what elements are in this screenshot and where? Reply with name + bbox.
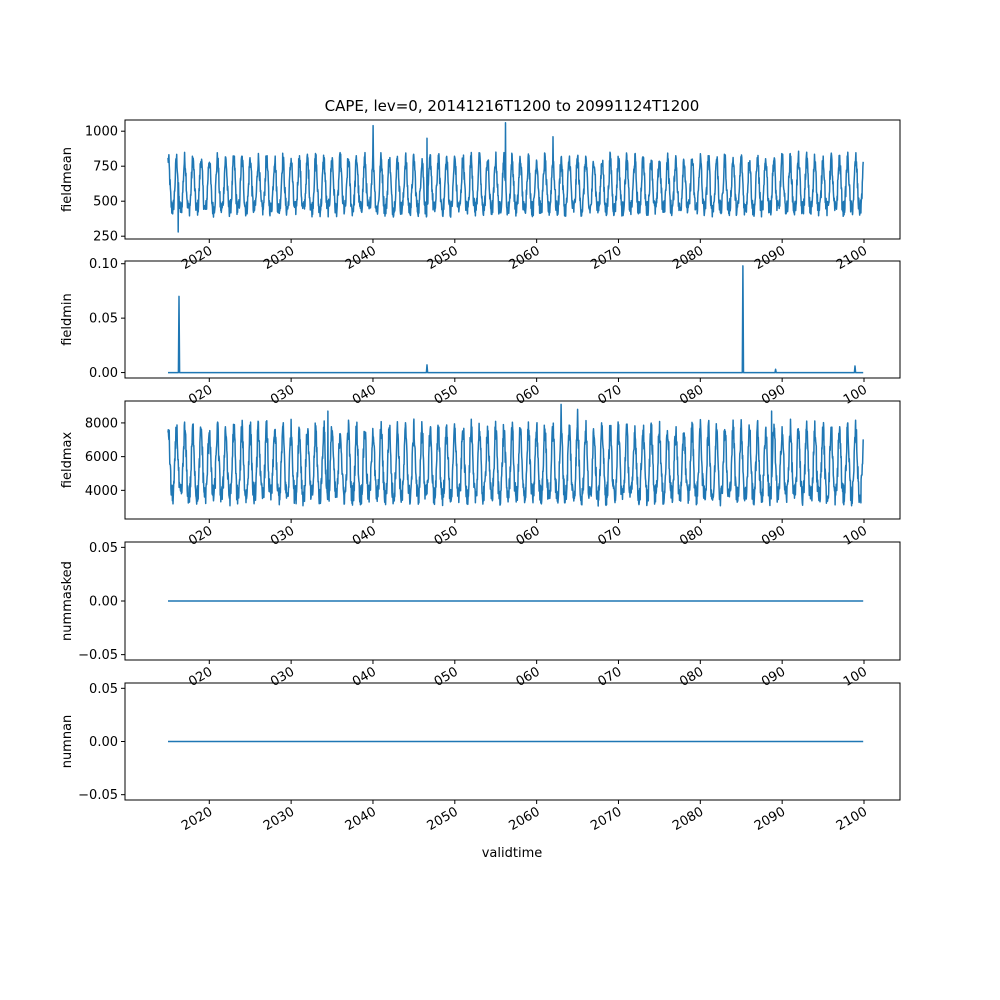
y-axis-label: numnan xyxy=(60,715,75,769)
x-tick-label: 080 xyxy=(677,523,706,548)
subplots: 250 500 750 1000 2020 2030 2040 2050 2060 2070 208… xyxy=(60,119,901,834)
x-tick-label: 040 xyxy=(350,523,379,548)
y-tick-label: 500 xyxy=(93,195,118,210)
x-tick-label: 080 xyxy=(677,664,706,689)
y-tick-label: 0.00 xyxy=(89,595,118,610)
series-line-fieldmin xyxy=(168,265,864,374)
x-tick-label: 060 xyxy=(514,382,543,407)
x-tick-label: 2080 xyxy=(670,804,706,834)
x-tick-label: 050 xyxy=(432,664,461,689)
subplot-fieldmean: 250 500 750 1000 2020 2030 2040 2050 2060 2070 208… xyxy=(60,119,901,273)
y-tick-label: 0.00 xyxy=(89,735,118,750)
y-tick-label: 0.10 xyxy=(89,257,118,272)
x-tick-label: 020 xyxy=(186,523,215,548)
x-tick-label: 2060 xyxy=(506,804,542,834)
subplot-numnan: −0.05 0.00 0.05 2020 2030 2040 2050 2060 2070 208… xyxy=(60,682,901,834)
x-tick-label: 080 xyxy=(677,382,706,407)
x-tick-label: 2040 xyxy=(343,243,379,273)
x-tick-label: 2050 xyxy=(425,243,461,273)
y-tick-label: 0.05 xyxy=(89,682,118,697)
x-tick-label: 070 xyxy=(595,664,624,689)
x-tick-label: 020 xyxy=(186,664,215,689)
y-axis-label: nummasked xyxy=(60,561,75,641)
y-tick-label: 0.00 xyxy=(89,366,118,381)
x-tick-label: 2070 xyxy=(588,243,624,273)
x-tick-label: 2030 xyxy=(261,243,297,273)
x-tick-label: 020 xyxy=(186,382,215,407)
x-tick-label: 2070 xyxy=(588,804,624,834)
x-tick-label: 2090 xyxy=(752,243,788,273)
x-tick-label: 2050 xyxy=(425,804,461,834)
x-tick-label: 2020 xyxy=(179,804,215,834)
subplot-fieldmax: 4000 6000 8000 020 030 040 050 060 070 080 090 100 f… xyxy=(60,400,901,549)
x-tick-label: 100 xyxy=(841,382,870,407)
x-axis-label: validtime xyxy=(482,846,543,861)
axes-frame xyxy=(124,260,901,379)
series-line-fieldmean xyxy=(167,122,864,233)
x-tick-label: 090 xyxy=(759,664,788,689)
x-tick-label: 2040 xyxy=(343,804,379,834)
y-axis-label: fieldmin xyxy=(60,293,75,346)
x-tick-label: 050 xyxy=(432,382,461,407)
y-axis-label: fieldmax xyxy=(60,432,75,489)
y-tick-label: 8000 xyxy=(85,416,118,431)
subplot-fieldmin: 0.00 0.05 0.10 020 030 040 050 060 070 080 090 100 f… xyxy=(60,257,901,408)
x-tick-label: 100 xyxy=(841,523,870,548)
axes-frame xyxy=(124,119,901,240)
x-tick-label: 2030 xyxy=(261,804,297,834)
x-tick-label: 030 xyxy=(268,382,297,407)
y-tick-label: −0.05 xyxy=(78,788,118,803)
x-tick-label: 2020 xyxy=(179,243,215,273)
y-axis-label: fieldmean xyxy=(60,147,75,212)
x-tick-label: 040 xyxy=(350,382,379,407)
x-tick-label: 060 xyxy=(514,664,543,689)
x-tick-label: 2060 xyxy=(506,243,542,273)
x-tick-label: 090 xyxy=(759,523,788,548)
x-tick-label: 040 xyxy=(350,664,379,689)
y-tick-label: 4000 xyxy=(85,484,118,499)
x-tick-label: 060 xyxy=(514,523,543,548)
x-tick-label: 070 xyxy=(595,382,624,407)
y-tick-label: 250 xyxy=(93,230,118,245)
y-tick-label: 1000 xyxy=(85,125,118,140)
y-tick-label: 0.05 xyxy=(89,312,118,327)
subplot-nummasked: −0.05 0.00 0.05 020 030 040 050 060 070 080 090 100… xyxy=(60,541,901,690)
x-tick-label: 2100 xyxy=(834,804,870,834)
x-tick-label: 2080 xyxy=(670,243,706,273)
x-tick-label: 2100 xyxy=(834,243,870,273)
x-tick-label: 050 xyxy=(432,523,461,548)
y-tick-label: −0.05 xyxy=(78,648,118,663)
axes-frame xyxy=(124,400,901,520)
y-tick-label: 0.05 xyxy=(89,541,118,556)
y-tick-label: 750 xyxy=(93,160,118,175)
x-tick-label: 030 xyxy=(268,664,297,689)
x-tick-label: 2090 xyxy=(752,804,788,834)
x-tick-label: 070 xyxy=(595,523,624,548)
y-tick-label: 6000 xyxy=(85,450,118,465)
x-tick-label: 090 xyxy=(759,382,788,407)
x-tick-label: 030 xyxy=(268,523,297,548)
chart-title: CAPE, lev=0, 20141216T1200 to 20991124T1… xyxy=(325,97,700,115)
series-line-fieldmax xyxy=(167,403,864,507)
x-tick-label: 100 xyxy=(841,664,870,689)
